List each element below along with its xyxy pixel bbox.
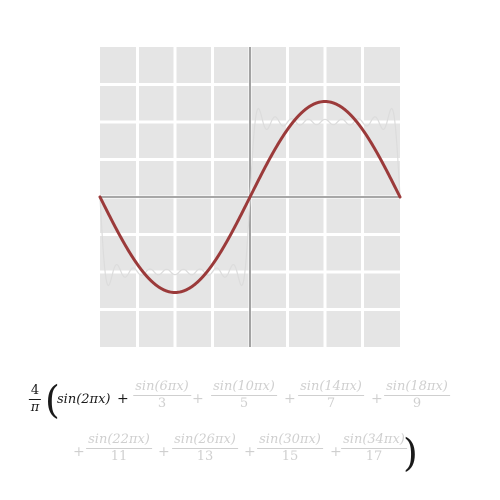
term-fraction: sin(18πx) 9 xyxy=(384,379,450,412)
term-fraction: sin(26πx) 13 xyxy=(172,432,238,465)
fourier-plot xyxy=(98,47,402,347)
term-denominator: 9 xyxy=(412,396,422,411)
formula-line-1: 4 π ( sin(2πx) + sin(6πx) 3 + sin(10πx) … xyxy=(0,375,500,427)
term-denominator: 11 xyxy=(110,449,128,464)
term-fraction: sin(30πx) 15 xyxy=(257,432,323,465)
close-paren: ) xyxy=(403,431,418,475)
term-numerator: sin(22πx) xyxy=(88,432,150,447)
prefix-fraction: 4 π xyxy=(28,383,42,416)
term-denominator: 5 xyxy=(239,396,249,411)
term-numerator: sin(18πx) xyxy=(386,379,448,394)
term-numerator: sin(14πx) xyxy=(300,379,362,394)
term-fraction: sin(14πx) 7 xyxy=(298,379,364,412)
plus-sign: + xyxy=(158,444,170,460)
plus-sign: + xyxy=(284,391,296,407)
formula-line-2: + sin(22πx) 11 + sin(26πx) 13 + sin(30πx… xyxy=(0,428,500,480)
term-numerator: sin(10πx) xyxy=(213,379,275,394)
plus-sign: + xyxy=(117,391,129,407)
term-fraction: sin(34πx) 17 xyxy=(341,432,407,465)
term-numerator: sin(30πx) xyxy=(259,432,321,447)
open-paren: ( xyxy=(45,378,60,422)
term-numerator: sin(6πx) xyxy=(135,379,189,394)
plus-sign: + xyxy=(371,391,383,407)
first-term: sin(2πx) xyxy=(57,392,111,407)
term-numerator: sin(26πx) xyxy=(174,432,236,447)
term-fraction: sin(22πx) 11 xyxy=(86,432,152,465)
term-denominator: 3 xyxy=(157,396,167,411)
plus-sign: + xyxy=(330,444,342,460)
series-line-highlighted xyxy=(98,100,402,294)
term-denominator: 7 xyxy=(326,396,336,411)
prefix-denominator: π xyxy=(30,400,40,415)
term-denominator: 15 xyxy=(281,449,299,464)
term-denominator: 13 xyxy=(196,449,214,464)
term-fraction: sin(6πx) 3 xyxy=(133,379,191,412)
plus-sign: + xyxy=(244,444,256,460)
term-fraction: sin(10πx) 5 xyxy=(211,379,277,412)
plus-sign: + xyxy=(192,391,204,407)
term-denominator: 17 xyxy=(365,449,383,464)
prefix-numerator: 4 xyxy=(30,383,40,398)
plus-sign: + xyxy=(73,444,85,460)
term-numerator: sin(34πx) xyxy=(343,432,405,447)
